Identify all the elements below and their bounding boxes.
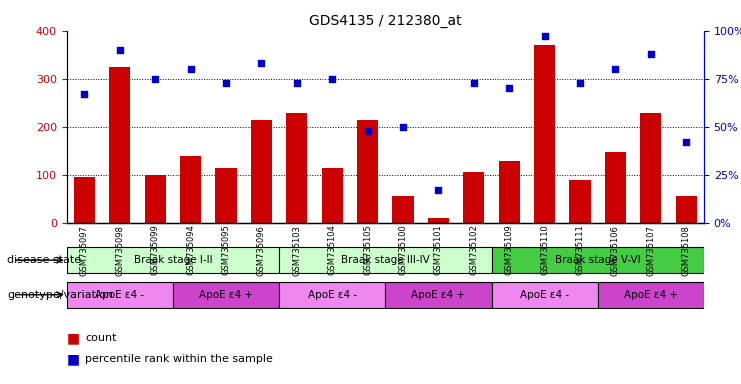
FancyBboxPatch shape	[598, 282, 704, 308]
Text: GSM735105: GSM735105	[363, 225, 372, 275]
Bar	[428, 218, 449, 223]
FancyBboxPatch shape	[491, 247, 704, 273]
Point	[256, 60, 268, 66]
Text: GSM735104: GSM735104	[328, 225, 336, 275]
Point	[539, 33, 551, 40]
Text: ApoE ε4 -: ApoE ε4 -	[96, 290, 144, 300]
Bar	[286, 113, 308, 223]
Bar	[250, 119, 272, 223]
Title: GDS4135 / 212380_at: GDS4135 / 212380_at	[309, 14, 462, 28]
Bar	[676, 196, 697, 223]
Text: GSM735109: GSM735109	[505, 225, 514, 275]
Text: Braak stage III-IV: Braak stage III-IV	[341, 255, 430, 265]
Point	[574, 79, 586, 86]
Text: Braak stage I-II: Braak stage I-II	[133, 255, 212, 265]
Bar	[357, 121, 378, 223]
Text: ApoE ε4 -: ApoE ε4 -	[308, 290, 356, 300]
Bar	[463, 172, 485, 223]
Text: GSM735096: GSM735096	[257, 225, 266, 275]
Point	[185, 66, 196, 72]
Text: GSM735108: GSM735108	[682, 225, 691, 275]
Text: ■: ■	[67, 331, 80, 345]
Bar	[534, 45, 555, 223]
Point	[503, 85, 515, 91]
Text: GSM735103: GSM735103	[292, 225, 302, 275]
Point	[326, 76, 338, 82]
Bar	[499, 161, 520, 223]
Bar	[605, 152, 626, 223]
Point	[149, 76, 161, 82]
Text: ApoE ε4 +: ApoE ε4 +	[411, 290, 465, 300]
Point	[468, 79, 479, 86]
Point	[114, 47, 126, 53]
Point	[220, 79, 232, 86]
Text: GSM735102: GSM735102	[469, 225, 479, 275]
Text: count: count	[85, 333, 117, 343]
Bar	[109, 67, 130, 223]
Text: GSM735100: GSM735100	[399, 225, 408, 275]
Text: GSM735094: GSM735094	[186, 225, 195, 275]
Text: ApoE ε4 -: ApoE ε4 -	[520, 290, 569, 300]
Text: GSM735110: GSM735110	[540, 225, 549, 275]
Text: disease state: disease state	[7, 255, 82, 265]
Bar	[640, 113, 662, 223]
Text: GSM735101: GSM735101	[434, 225, 443, 275]
FancyBboxPatch shape	[67, 247, 279, 273]
Text: ApoE ε4 +: ApoE ε4 +	[624, 290, 678, 300]
Bar	[393, 196, 413, 223]
Text: GSM735111: GSM735111	[576, 225, 585, 275]
Text: GSM735106: GSM735106	[611, 225, 620, 275]
Point	[610, 66, 622, 72]
Text: GSM735099: GSM735099	[150, 225, 160, 275]
FancyBboxPatch shape	[67, 282, 173, 308]
Point	[433, 187, 445, 193]
Point	[680, 139, 692, 145]
Bar	[569, 180, 591, 223]
Point	[79, 91, 90, 97]
FancyBboxPatch shape	[385, 282, 491, 308]
Text: GSM735097: GSM735097	[80, 225, 89, 275]
Bar	[144, 175, 166, 223]
Bar	[216, 167, 236, 223]
Text: Braak stage V-VI: Braak stage V-VI	[555, 255, 640, 265]
Text: GSM735098: GSM735098	[116, 225, 124, 275]
FancyBboxPatch shape	[491, 282, 598, 308]
Point	[291, 79, 303, 86]
Text: GSM735095: GSM735095	[222, 225, 230, 275]
FancyBboxPatch shape	[279, 282, 385, 308]
Text: GSM735107: GSM735107	[646, 225, 655, 275]
FancyBboxPatch shape	[279, 247, 491, 273]
Bar	[322, 167, 343, 223]
Text: ■: ■	[67, 352, 80, 366]
Point	[362, 127, 373, 134]
Point	[645, 51, 657, 57]
Bar	[74, 177, 95, 223]
FancyBboxPatch shape	[173, 282, 279, 308]
Text: ApoE ε4 +: ApoE ε4 +	[199, 290, 253, 300]
Text: percentile rank within the sample: percentile rank within the sample	[85, 354, 273, 364]
Bar	[180, 156, 202, 223]
Text: genotype/variation: genotype/variation	[7, 290, 113, 300]
Point	[397, 124, 409, 130]
